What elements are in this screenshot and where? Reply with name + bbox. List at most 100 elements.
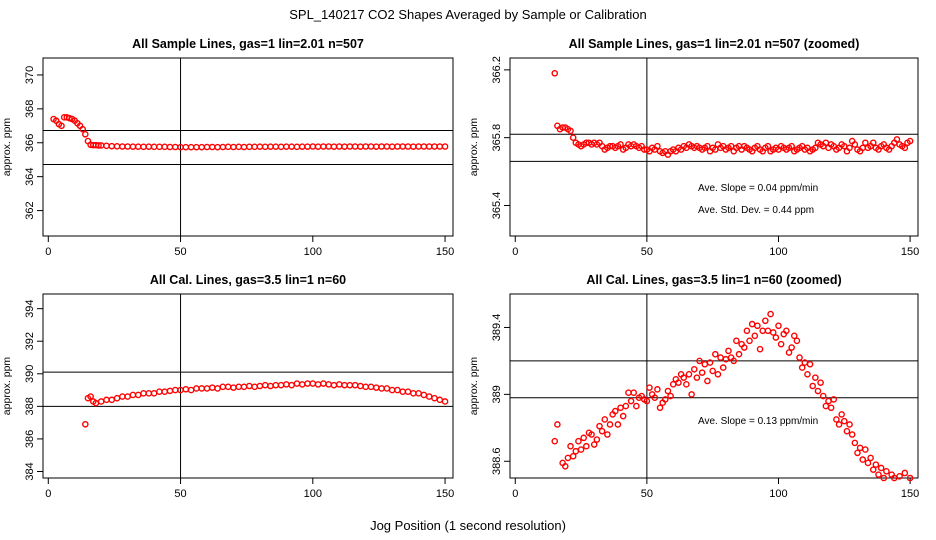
data-point <box>569 452 577 460</box>
data-point <box>859 456 867 463</box>
data-point <box>588 431 595 438</box>
data-point <box>796 354 803 361</box>
data-point <box>793 337 801 345</box>
data-point <box>709 367 716 375</box>
y-tick-label: 366 <box>24 134 36 152</box>
x-tick-label: 150 <box>436 488 454 500</box>
data-point <box>901 469 909 477</box>
data-point <box>596 422 603 430</box>
data-point <box>846 421 853 428</box>
data-point <box>680 374 688 381</box>
data-point <box>693 374 701 381</box>
data-point <box>869 466 877 473</box>
data-point <box>893 136 901 143</box>
data-point <box>819 392 827 400</box>
data-point <box>806 360 814 368</box>
data-point <box>611 407 619 415</box>
x-tick-label: 50 <box>641 488 653 500</box>
data-point <box>901 144 909 152</box>
y-axis-label: approx. ppm <box>1 118 13 177</box>
y-tick-label: 392 <box>24 332 36 350</box>
x-tick-label: 50 <box>641 246 653 258</box>
data-point <box>593 436 601 443</box>
y-axis-label: approx. ppm <box>1 357 13 416</box>
data-point <box>775 322 782 330</box>
data-point <box>862 139 869 147</box>
panel-title: All Sample Lines, gas=1 lin=2.01 n=507 (… <box>569 37 860 51</box>
data-point <box>58 122 65 130</box>
y-tick-label: 390 <box>24 365 36 383</box>
x-tick-label: 150 <box>901 488 919 500</box>
data-point <box>838 411 845 418</box>
y-tick-label: 368 <box>24 100 36 118</box>
data-point <box>767 310 774 318</box>
data-point <box>614 421 622 428</box>
data-point <box>880 474 888 482</box>
x-tick-label: 100 <box>304 246 322 258</box>
data-point <box>835 421 843 428</box>
x-tick-label: 0 <box>45 488 51 500</box>
y-tick-label: 365.4 <box>491 192 503 220</box>
data-point <box>827 404 835 412</box>
x-tick-label: 0 <box>45 246 51 258</box>
figure-xlabel: Jog Position (1 second resolution) <box>370 518 566 533</box>
panel-title: All Cal. Lines, gas=3.5 lin=1 n=60 (zoom… <box>586 273 841 287</box>
data-point <box>441 143 449 150</box>
y-axis-label: approx. ppm <box>468 118 480 177</box>
data-point <box>864 459 872 467</box>
data-point <box>851 439 859 447</box>
data-point <box>675 379 682 386</box>
figure-title: SPL_140217 CO2 Shapes Averaged by Sample… <box>289 7 647 22</box>
data-point <box>812 374 819 381</box>
plot-frame <box>42 57 454 237</box>
data-point <box>883 468 890 475</box>
data-point <box>630 389 638 396</box>
data-point <box>877 464 885 472</box>
y-tick-label: 364 <box>24 167 36 185</box>
data-point <box>846 144 853 152</box>
data-point <box>87 393 94 400</box>
data-point <box>580 434 588 442</box>
data-point <box>872 461 880 468</box>
data-point <box>851 141 859 148</box>
data-point <box>812 144 819 152</box>
data-point <box>788 142 795 150</box>
annotation: Ave. Slope = 0.04 ppm/min <box>698 183 818 194</box>
data-point <box>735 350 743 358</box>
data-point <box>683 381 690 388</box>
data-point <box>830 396 838 403</box>
y-tick-label: 386 <box>24 430 36 448</box>
data-point <box>554 421 561 428</box>
x-tick-label: 100 <box>769 488 787 500</box>
data-point <box>712 350 719 358</box>
data-point <box>583 442 590 450</box>
data-point <box>627 397 635 405</box>
data-point <box>656 404 664 412</box>
data-point <box>896 473 903 480</box>
data-point <box>79 125 86 133</box>
data-point <box>843 427 851 435</box>
data-point <box>662 396 669 403</box>
data-point <box>772 334 780 341</box>
y-tick-label: 362 <box>24 201 36 219</box>
y-tick-label: 388 <box>24 397 36 415</box>
panel-title: All Cal. Lines, gas=3.5 lin=1 n=60 <box>150 273 346 287</box>
data-point <box>754 322 761 330</box>
data-point <box>714 370 722 378</box>
data-point <box>606 421 614 428</box>
data-point <box>751 332 759 340</box>
y-tick-label: 388.6 <box>491 448 503 476</box>
x-tick-label: 50 <box>174 488 186 500</box>
data-point <box>867 454 874 462</box>
x-tick-label: 100 <box>769 246 787 258</box>
data-point <box>646 384 653 391</box>
data-point <box>906 137 914 145</box>
data-point <box>643 397 651 405</box>
data-point <box>551 69 559 77</box>
data-point <box>654 386 661 393</box>
data-point <box>777 340 785 348</box>
data-point <box>746 337 753 345</box>
data-point <box>590 441 598 448</box>
data-point <box>567 127 574 135</box>
